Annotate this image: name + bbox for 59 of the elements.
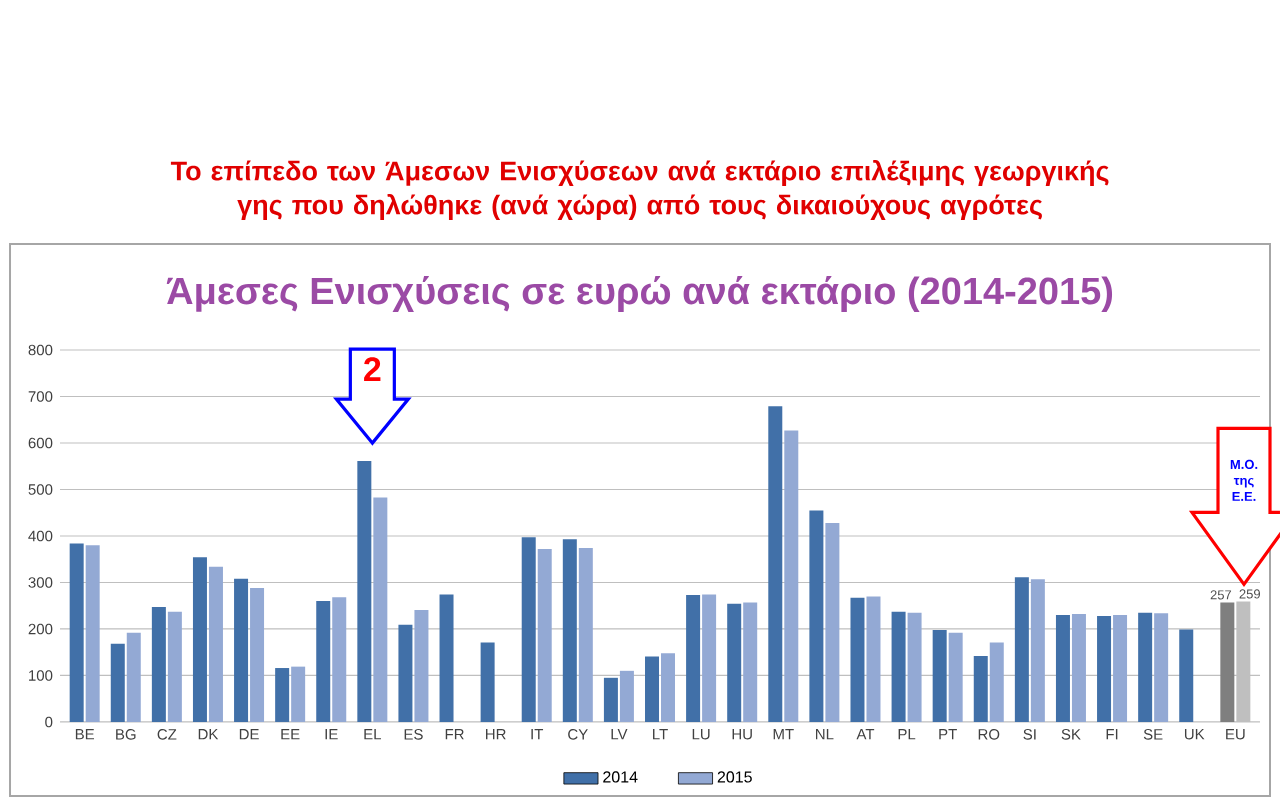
bar — [948, 632, 963, 722]
chart-subtitle: Άμεσες Ενισχύσεις σε ευρώ ανά εκτάριο (2014-2015) — [166, 276, 1113, 312]
bar — [1030, 579, 1045, 722]
bar — [866, 596, 881, 722]
bar — [1113, 615, 1128, 722]
bar — [932, 629, 947, 722]
bar — [234, 578, 249, 722]
bar — [809, 510, 824, 722]
bar — [603, 677, 618, 722]
annotation: 2 — [364, 357, 381, 381]
bar — [126, 632, 141, 722]
legend-label: 2014 — [603, 771, 638, 783]
bar — [686, 595, 701, 722]
bar — [825, 522, 840, 722]
bar — [743, 602, 758, 722]
bar — [69, 543, 84, 722]
bar — [537, 549, 552, 722]
bar — [619, 670, 634, 722]
bar — [316, 601, 331, 722]
bar — [1154, 613, 1169, 722]
legend-label: 2015 — [717, 771, 752, 783]
bar — [1055, 615, 1070, 722]
bar — [661, 653, 675, 722]
bar — [989, 642, 1004, 722]
bar — [645, 656, 660, 722]
bar — [291, 666, 306, 722]
bar — [1097, 615, 1112, 722]
bar — [1071, 614, 1086, 722]
bar — [1179, 629, 1194, 722]
bar — [480, 642, 495, 722]
bar — [357, 461, 372, 722]
bar — [85, 545, 100, 722]
bar — [398, 624, 413, 722]
bar — [414, 609, 429, 722]
bar — [373, 497, 388, 722]
bar — [768, 406, 783, 722]
bar — [208, 566, 223, 722]
chart-title: Το επίπεδο των Άμεσων Ενισχύσεων ανά εκτάριο επιλέξιμης γεωργικής γης που δηλώθηκε (ανά χώρα) από τους δικαιούχους αγρότες — [170, 160, 1109, 220]
bar — [332, 597, 347, 722]
bar — [250, 588, 265, 722]
bar — [110, 643, 125, 722]
bar — [907, 612, 922, 722]
bar — [521, 537, 536, 722]
bar — [578, 548, 593, 722]
bar — [275, 668, 290, 722]
bar — [151, 607, 166, 722]
bar — [702, 594, 717, 722]
bar — [1220, 602, 1235, 722]
bar — [1014, 577, 1029, 722]
bar — [891, 611, 906, 722]
bar — [439, 594, 454, 722]
bar — [727, 603, 742, 722]
bar — [562, 539, 577, 722]
bar — [850, 597, 865, 722]
bar — [192, 557, 207, 722]
bar — [784, 430, 799, 722]
bar — [1138, 612, 1153, 722]
bar — [973, 655, 988, 722]
bar — [167, 611, 182, 722]
